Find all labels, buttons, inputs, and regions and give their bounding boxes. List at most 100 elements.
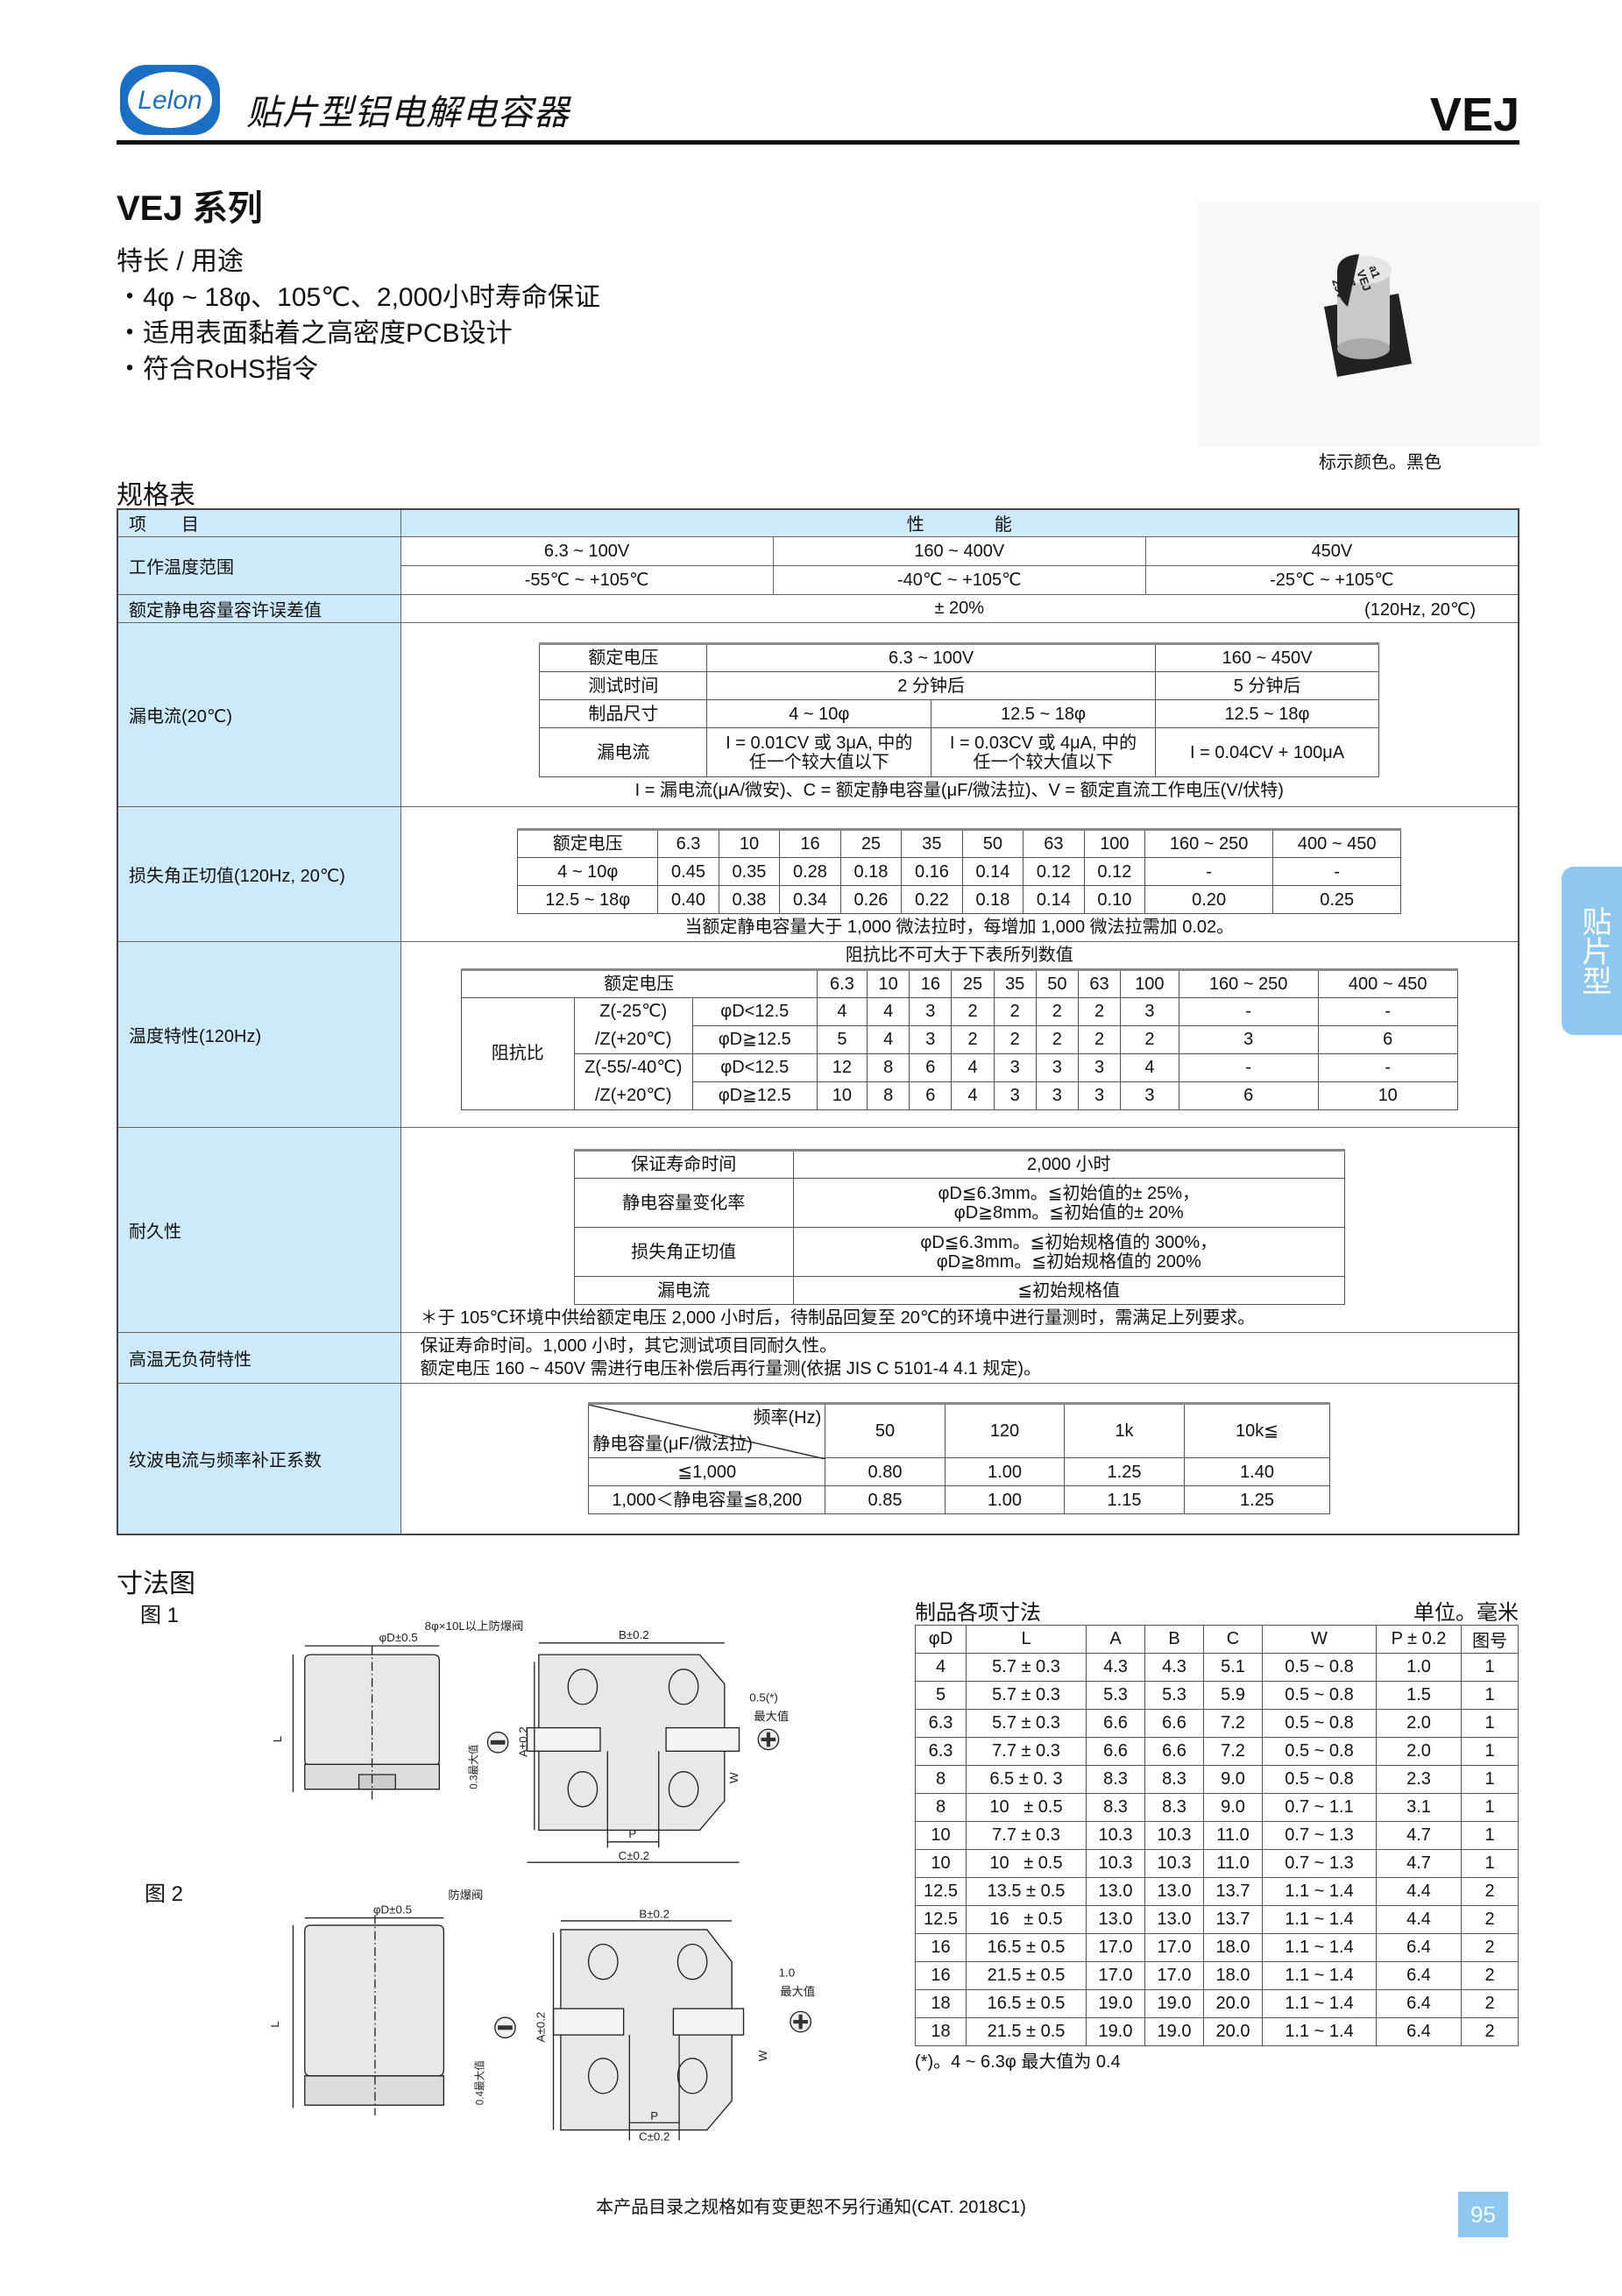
tolerance-label: 额定静电容量容许误差值: [117, 593, 401, 623]
op-voltage: 160 ~ 400V: [772, 536, 1145, 565]
cell: 2.0: [1376, 1709, 1462, 1738]
cell: 3: [1077, 1081, 1122, 1110]
cell: 5 分钟后: [1154, 671, 1380, 700]
cell: 16: [915, 1933, 967, 1962]
cell: φD≦6.3mm。≦初始值的± 25%， φD≧8mm。≦初始值的± 20%: [792, 1178, 1345, 1228]
cell: 1k: [1064, 1403, 1185, 1459]
cell: 6.4: [1376, 1933, 1462, 1962]
cell: 12.5 ~ 18φ: [931, 699, 1156, 728]
cell: 0.22: [901, 885, 963, 914]
cell-line: 任一个较大值以下: [748, 752, 889, 772]
cell: 额定电压: [460, 968, 818, 998]
op-temp: -40℃ ~ +105℃: [772, 565, 1145, 594]
cell: 16: [909, 968, 953, 998]
svg-text:a1: a1: [1366, 264, 1383, 280]
op-voltage: 6.3 ~ 100V: [543, 541, 630, 561]
cell: 13.5 ± 0.5: [966, 1877, 1087, 1906]
cell: 1: [1461, 1681, 1519, 1710]
cell: 4: [867, 1024, 910, 1054]
cell: 10k≦: [1183, 1403, 1331, 1459]
temp-char-title: 阻抗比不可大于下表所列数值: [845, 945, 1073, 965]
cell: 6.4: [1376, 2017, 1462, 2046]
cell: φD≧12.5: [691, 1081, 818, 1110]
table-row: 8 6.5 ± 0. 3 8.3 8.3 9.0 0.5 ~ 0.8 2.3 1: [915, 1765, 1519, 1794]
cell: 5.7 ± 0.3: [966, 1653, 1087, 1682]
cell: 6.5 ± 0. 3: [966, 1765, 1087, 1794]
cell: 6.3: [657, 829, 719, 858]
cell: 0.45: [657, 857, 719, 886]
svg-text:W: W: [727, 1772, 740, 1783]
cell: 63: [1023, 829, 1085, 858]
cell: 6.4: [1376, 1961, 1462, 1990]
table-row: /Z(+20℃) φD≧12.5 5 4 3 2 2 2 2 2 3 6: [461, 1024, 1458, 1054]
cell: φD<12.5: [691, 996, 818, 1026]
table-row: ≦1,000 0.80 1.00 1.25 1.40: [588, 1457, 1331, 1487]
side-tab[interactable]: 贴片型: [1562, 867, 1622, 1035]
cell: 6.3: [915, 1709, 967, 1738]
cell: 阻抗比: [460, 996, 575, 1110]
cell: 6.6: [1144, 1737, 1204, 1766]
cell: 100: [1120, 968, 1179, 998]
cell: 2.3: [1376, 1765, 1462, 1794]
cell: 3: [993, 1052, 1037, 1082]
dim-unit: 单位。毫米: [1413, 1601, 1519, 1625]
cell: Z(-25℃): [573, 996, 693, 1025]
cell: 图号: [1461, 1625, 1519, 1654]
cell: 0.5 ~ 0.8: [1262, 1709, 1377, 1738]
cell: 2: [1120, 1024, 1179, 1054]
cell: 6.6: [1144, 1709, 1204, 1738]
cell: 160 ~ 450V: [1154, 643, 1380, 672]
cell: ≦初始规格值: [792, 1276, 1345, 1305]
cell: 10: [816, 1081, 868, 1110]
cell: I = 0.04CV + 100μA: [1154, 727, 1380, 777]
svg-text:P: P: [628, 1827, 636, 1840]
dim-footnote: (*)。4 ~ 6.3φ 最大值为 0.4: [915, 2052, 1121, 2072]
table-row: 10 7.7 ± 0.3 10.3 10.3 11.0 0.7 ~ 1.3 4.7 1: [915, 1821, 1519, 1850]
op-temp: -55℃ ~ +105℃: [524, 570, 649, 590]
col-performance: 性 能: [400, 508, 1519, 537]
svg-text:A±0.2: A±0.2: [517, 1726, 530, 1757]
leakage-note: I = 漏电流(μA/微安)、C = 额定静电容量(μF/微法拉)、V = 额定…: [634, 781, 1284, 800]
cell: 9.0: [1203, 1765, 1263, 1794]
cell: φD≧12.5: [691, 1024, 818, 1054]
svg-text:Lelon: Lelon: [138, 86, 202, 115]
cell: 5.3: [1086, 1681, 1145, 1710]
cell: 12.5: [915, 1877, 967, 1906]
cell: 2: [1461, 1961, 1519, 1990]
cell: 测试时间: [539, 671, 708, 700]
cell: Z(-55/-40℃): [573, 1052, 693, 1081]
df-label: 损失角正切值(120Hz, 20℃): [117, 805, 401, 942]
tolerance-value: ± 20%: [934, 598, 985, 618]
svg-text:1.0: 1.0: [779, 1966, 796, 1979]
cell: 0.25: [1272, 885, 1402, 914]
cell: 4.7: [1376, 1821, 1462, 1850]
cell: 7.7 ± 0.3: [966, 1821, 1087, 1850]
freq-label: 频率(Hz): [753, 1408, 822, 1428]
cell: 10: [1317, 1081, 1458, 1110]
cell: 3: [1035, 1081, 1079, 1110]
cell: 0.12: [1083, 857, 1146, 886]
svg-text:L: L: [271, 1736, 284, 1742]
cell: 1,000＜静电容量≦8,200: [588, 1485, 826, 1515]
op-voltage: 450V: [1144, 536, 1518, 565]
product-photo: a1 VEJ 47 25V: [1197, 202, 1540, 447]
cell: 12: [816, 1052, 868, 1082]
cell: 0.7 ~ 1.3: [1262, 1849, 1377, 1878]
cell: 3: [1035, 1052, 1079, 1082]
cell: 2: [993, 1024, 1037, 1054]
endurance-note: ＊于 105℃环境中供给额定电压 2,000 小时后，待制品回复至 20℃的环境…: [420, 1308, 1256, 1328]
cell: 0.34: [779, 885, 841, 914]
cell: 10.3: [1086, 1821, 1145, 1850]
header-row: 额定电压 6.3 10 16 25 35 50 63 100 160 ~ 250 400 ~ 450: [460, 968, 1458, 998]
cell: 0.20: [1144, 885, 1274, 914]
cap-label: 静电容量(μF/微法拉): [592, 1435, 753, 1455]
cell: 18: [915, 1989, 967, 2018]
table-row: 12.5 16 ± 0.5 13.0 13.0 13.7 1.1 ~ 1.4 4.4 2: [915, 1905, 1519, 1934]
cell: W: [1262, 1625, 1377, 1654]
table-row: 16 21.5 ± 0.5 17.0 17.0 18.0 1.1 ~ 1.4 6.4 2: [915, 1961, 1519, 1990]
cell: 3: [1178, 1024, 1319, 1054]
cell: 10 ± 0.5: [966, 1849, 1087, 1878]
cell: 8.3: [1086, 1765, 1145, 1794]
cell: 16 ± 0.5: [966, 1905, 1087, 1934]
cell: 16: [779, 829, 841, 858]
